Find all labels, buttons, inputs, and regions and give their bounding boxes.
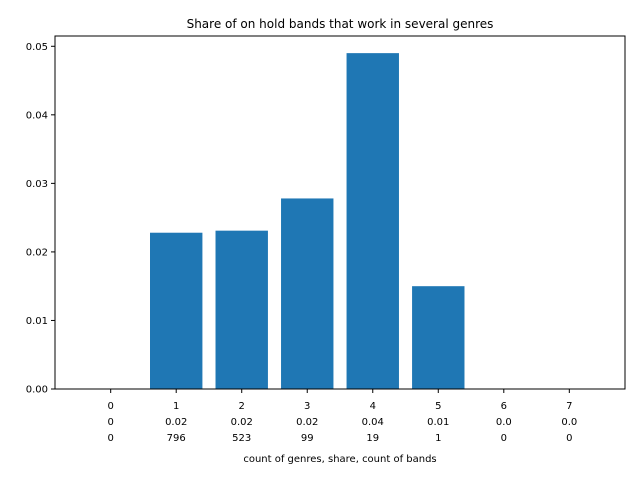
x-tick-label-share: 0.02 [165,417,187,428]
x-tick-label-bands: 1 [435,433,441,444]
y-tick-label: 0.02 [26,247,48,258]
bar-1 [150,232,203,389]
x-tick-label-genres: 3 [304,401,310,412]
y-tick-label: 0.05 [26,42,48,53]
x-tick-label-share: 0.04 [362,417,384,428]
x-tick-label-share: 0.0 [496,417,512,428]
x-tick-label-bands: 0 [501,433,507,444]
x-tick-label-genres: 1 [173,401,179,412]
x-axis-label: count of genres, share, count of bands [243,454,436,465]
x-tick-label-share: 0.0 [561,417,577,428]
y-tick-label: 0.03 [26,179,48,190]
bars-group [150,53,465,389]
x-axis: 0 0 0 1 0.02 796 2 0.02 523 3 0.02 99 4 0.04 19 5 0.01 1 6… [108,389,577,444]
x-tick-label-share: 0 [108,417,114,428]
x-tick-label-bands: 796 [167,433,186,444]
x-tick-label-genres: 5 [435,401,441,412]
bar-2 [215,230,268,389]
y-tick-label: 0.04 [26,110,48,121]
x-tick-label-bands: 19 [366,433,379,444]
x-tick-label-genres: 6 [501,401,507,412]
x-tick-label-share: 0.02 [231,417,253,428]
x-tick-label-genres: 4 [370,401,376,412]
x-tick-label-bands: 0 [108,433,114,444]
x-tick-label-genres: 7 [566,401,572,412]
y-axis: 0.00 0.01 0.02 0.03 0.04 0.05 [26,42,55,396]
y-tick-label: 0.01 [26,316,48,327]
x-tick-label-genres: 0 [108,401,114,412]
y-tick-label: 0.00 [26,385,48,396]
plot-frame [54,35,626,390]
x-tick-label-bands: 523 [232,433,251,444]
bar-3 [281,198,334,389]
x-tick-label-bands: 99 [301,433,314,444]
x-tick-label-share: 0.02 [296,417,318,428]
chart-title: Share of on hold bands that work in seve… [187,17,494,31]
x-tick-label-genres: 2 [239,401,245,412]
bar-4 [346,53,399,389]
bar-5 [412,286,465,389]
x-tick-label-share: 0.01 [427,417,449,428]
x-tick-label-bands: 0 [566,433,572,444]
